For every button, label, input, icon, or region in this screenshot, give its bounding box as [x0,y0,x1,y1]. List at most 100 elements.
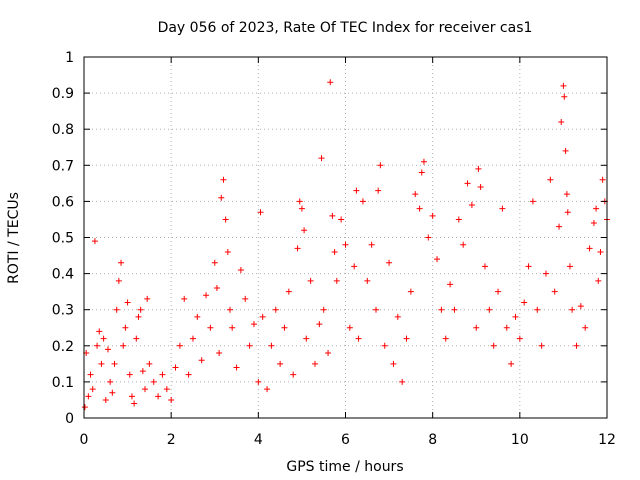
data-point [563,191,570,198]
data-point [115,277,122,284]
data-point [168,396,175,403]
data-point [368,241,375,248]
y-tick-label: 0.2 [52,339,74,355]
data-point [233,364,240,371]
data-point [386,259,393,266]
data-point [564,209,571,216]
data-point [102,396,109,403]
chart-title: Day 056 of 2023, Rate Of TEC Index for r… [158,20,533,36]
data-point [318,155,325,162]
data-point [460,241,467,248]
y-tick-label: 0.5 [52,231,74,247]
data-point [593,205,600,212]
data-point [556,223,563,230]
data-point [124,299,131,306]
data-point [558,118,565,125]
data-point [547,176,554,183]
data-point [390,360,397,367]
data-point [268,342,275,349]
data-point [473,324,480,331]
data-point [259,313,266,320]
data-point [403,335,410,342]
data-point [377,162,384,169]
data-point [150,378,157,385]
data-point [425,234,432,241]
data-point [246,342,253,349]
data-point [499,205,506,212]
data-point [242,295,249,302]
data-point [185,371,192,378]
data-point [316,321,323,328]
data-point [590,220,597,227]
data-point [434,256,441,263]
data-point [277,360,284,367]
x-tick-label: 8 [428,432,437,448]
y-tick-label: 0.8 [52,122,74,138]
data-point [155,393,162,400]
data-point [211,259,218,266]
data-point [181,295,188,302]
data-point [257,209,264,216]
data-point [407,288,414,295]
data-point [189,335,196,342]
data-point [172,364,179,371]
data-point [538,342,545,349]
data-point [338,216,345,223]
y-tick-label: 0 [65,411,74,427]
data-point [464,180,471,187]
data-point [220,176,227,183]
data-point [100,335,107,342]
data-point [94,342,101,349]
data-point [375,187,382,194]
data-point [573,342,580,349]
data-point [495,288,502,295]
data-point [237,266,244,273]
data-point [595,277,602,284]
data-point [294,245,301,252]
data-point [451,306,458,313]
data-point [381,342,388,349]
data-point [560,82,567,89]
data-point [599,176,606,183]
data-point [327,79,334,86]
data-point [442,335,449,342]
data-point [307,277,314,284]
data-point [159,371,166,378]
data-point [207,324,214,331]
data-point [303,335,310,342]
x-tick-label: 0 [80,432,89,448]
data-point [96,328,103,335]
data-point [429,212,436,219]
data-point [331,248,338,255]
data-point [468,202,475,209]
data-point [516,335,523,342]
data-point [227,306,234,313]
data-point [218,194,225,201]
x-tick-label: 10 [511,432,529,448]
x-tick-label: 4 [254,432,263,448]
data-point [111,360,118,367]
data-point [597,248,604,255]
x-tick-label: 6 [341,432,350,448]
data-point [420,158,427,165]
data-points [81,79,610,411]
x-tick-label: 2 [167,432,176,448]
data-point [113,306,120,313]
data-point [351,263,358,270]
data-point [320,306,327,313]
data-point [163,386,170,393]
y-tick-label: 0.6 [52,194,74,210]
data-point [475,165,482,172]
data-point [89,386,96,393]
data-point [521,299,528,306]
data-point [359,198,366,205]
data-point [118,259,125,266]
data-point [582,324,589,331]
data-point [109,389,116,396]
data-point [222,216,229,223]
data-point [122,324,129,331]
data-point [512,313,519,320]
data-point [342,241,349,248]
data-point [438,306,445,313]
data-point [285,288,292,295]
